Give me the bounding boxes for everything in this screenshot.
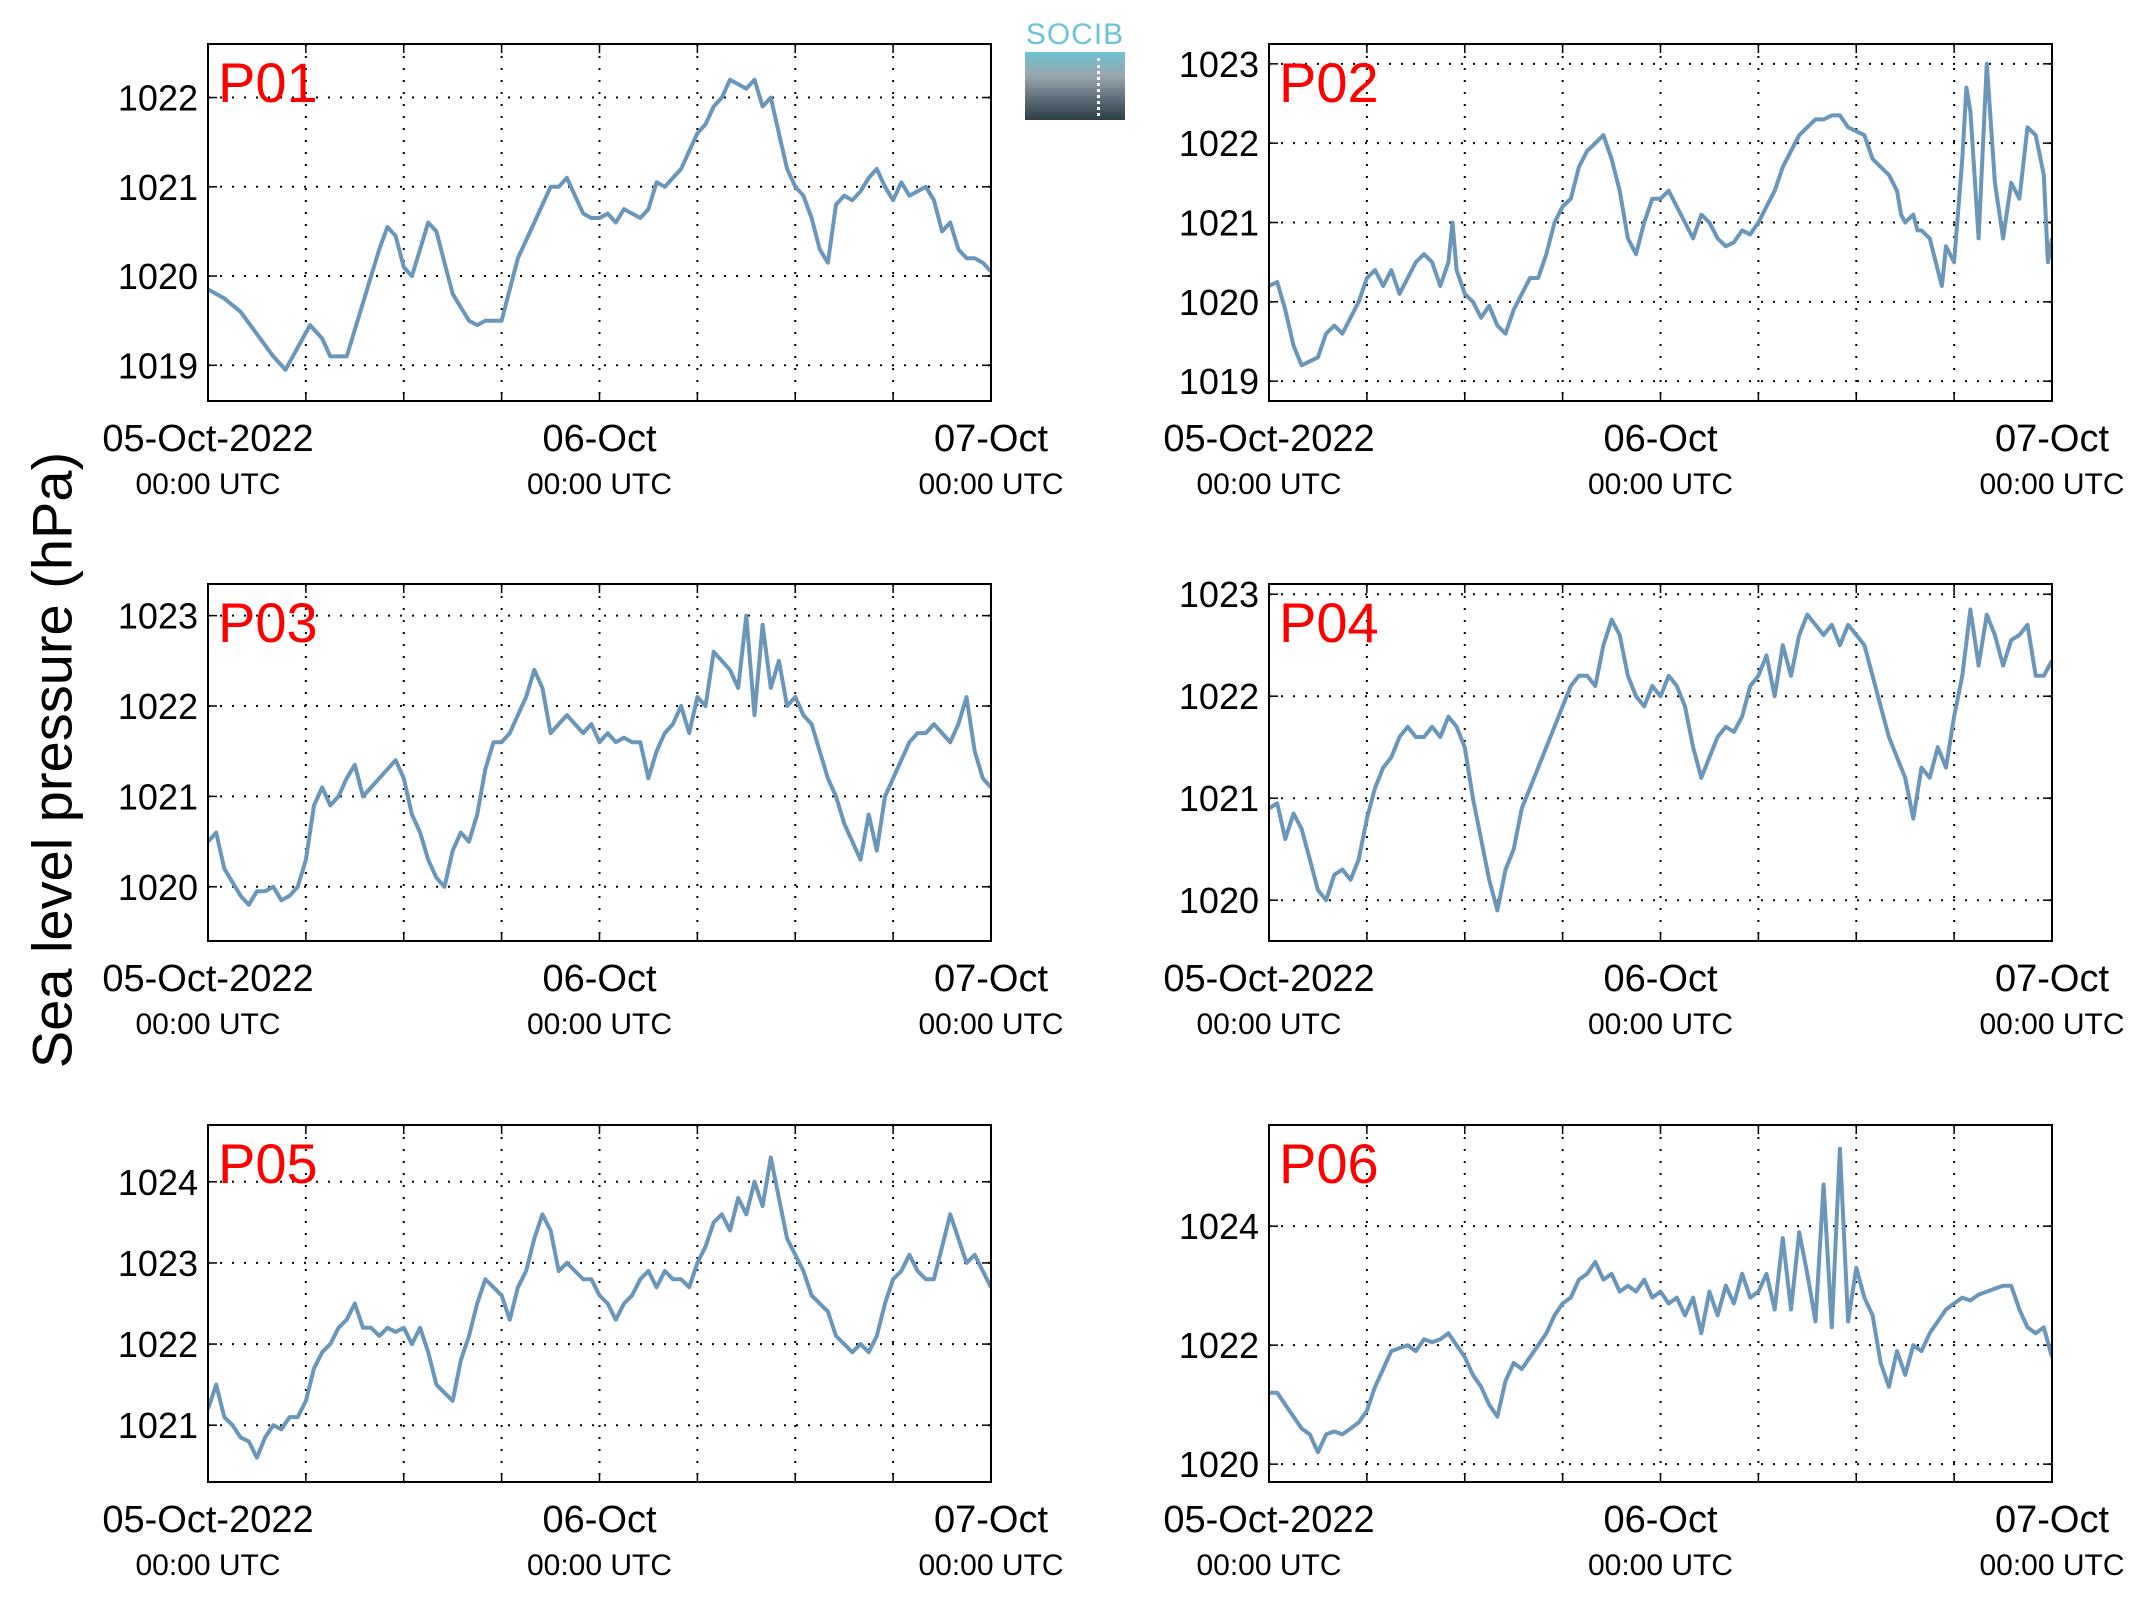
panel-p06: 1020 1022 1024 05-Oct-2022 00:00 UTC 06-Oct 00… — [1163, 1124, 2125, 1582]
y-tick-label: 1019 — [1179, 361, 1259, 402]
y-tick-label: 1023 — [1179, 44, 1259, 85]
y-tick-label: 1022 — [1179, 123, 1259, 164]
x-tick-sublabel: 00:00 UTC — [1588, 1008, 1733, 1041]
y-tick-label: 1023 — [1179, 574, 1259, 615]
y-tick-label: 1020 — [118, 867, 198, 908]
y-tick-label: 1023 — [118, 596, 198, 637]
x-tick-sublabel: 00:00 UTC — [918, 1008, 1063, 1041]
series-line — [1269, 1146, 2052, 1455]
y-tick-label: 1022 — [118, 686, 198, 727]
x-tick-sublabel: 00:00 UTC — [1588, 1549, 1733, 1582]
x-tick-sublabel: 00:00 UTC — [135, 1549, 280, 1582]
logo-dots-icon — [1097, 58, 1100, 116]
panel-p01: 1019 1020 1021 1022 05-Oct-2022 00:00 UTC 06-O… — [102, 43, 1064, 501]
y-tick-label: 1020 — [1179, 880, 1259, 921]
x-tick-label: 06-Oct — [1603, 1499, 1717, 1541]
x-tick-sublabel: 00:00 UTC — [1979, 468, 2124, 501]
y-axis-title-text: Sea level pressure (hPa) — [20, 451, 84, 1069]
panel-p04: 1020 1021 1022 1023 05-Oct-2022 00:00 UTC 06-O… — [1163, 574, 2124, 1041]
plot-frame — [1268, 583, 2053, 942]
x-tick-sublabel: 00:00 UTC — [1588, 468, 1733, 501]
x-tick-label: 07-Oct — [934, 418, 1048, 460]
series-line — [1269, 61, 2052, 368]
y-tick-label: 1021 — [1179, 203, 1259, 244]
x-tick-sublabel: 00:00 UTC — [1979, 1549, 2124, 1582]
y-tick-label: 1022 — [118, 1324, 198, 1365]
y-tick-label: 1019 — [118, 345, 198, 386]
x-tick-label: 05-Oct-2022 — [102, 418, 313, 460]
series-line — [1269, 607, 2052, 913]
x-tick-label: 05-Oct-2022 — [102, 1499, 313, 1541]
x-tick-label: 06-Oct — [542, 1499, 656, 1541]
x-tick-sublabel: 00:00 UTC — [1196, 468, 1341, 501]
x-tick-label: 06-Oct — [542, 958, 656, 1000]
x-tick-sublabel: 00:00 UTC — [1196, 1008, 1341, 1041]
x-tick-sublabel: 00:00 UTC — [918, 468, 1063, 501]
x-tick-label: 07-Oct — [1995, 1499, 2109, 1541]
logo-text: SOCIB — [1025, 18, 1125, 51]
panel-label: P01 — [218, 51, 318, 114]
x-tick-sublabel: 00:00 UTC — [527, 468, 672, 501]
x-tick-sublabel: 00:00 UTC — [527, 1008, 672, 1041]
plot-frame — [207, 1124, 992, 1483]
panel-label: P04 — [1279, 591, 1379, 654]
x-tick-sublabel: 00:00 UTC — [135, 1008, 280, 1041]
y-tick-label: 1023 — [118, 1243, 198, 1284]
x-tick-label: 05-Oct-2022 — [102, 958, 313, 1000]
series-line — [208, 613, 991, 907]
y-tick-label: 1022 — [1179, 1325, 1259, 1366]
y-tick-label: 1020 — [118, 256, 198, 297]
x-tick-label: 07-Oct — [934, 958, 1048, 1000]
x-tick-sublabel: 00:00 UTC — [1979, 1008, 2124, 1041]
y-tick-label: 1020 — [1179, 1444, 1259, 1485]
x-tick-sublabel: 00:00 UTC — [918, 1549, 1063, 1582]
panel-label: P05 — [218, 1132, 318, 1195]
y-tick-label: 1021 — [1179, 778, 1259, 819]
panel-label: P06 — [1279, 1132, 1379, 1195]
panel-label: P02 — [1279, 51, 1379, 114]
panel-p02: 1019 1020 1021 1022 1023 05-Oct-2022 00:00 UTC… — [1163, 43, 2125, 501]
series-line — [208, 77, 991, 372]
y-tick-label: 1024 — [1179, 1206, 1259, 1247]
y-tick-label: 1021 — [118, 776, 198, 817]
x-tick-label: 05-Oct-2022 — [1163, 958, 1374, 1000]
x-tick-label: 05-Oct-2022 — [1163, 418, 1374, 460]
plot-frame — [1268, 43, 2053, 402]
x-tick-sublabel: 00:00 UTC — [527, 1549, 672, 1582]
x-tick-label: 06-Oct — [1603, 418, 1717, 460]
y-tick-label: 1020 — [1179, 282, 1259, 323]
panel-label: P03 — [218, 591, 318, 654]
x-tick-label: 06-Oct — [542, 418, 656, 460]
plot-frame — [207, 583, 992, 942]
plot-frame — [207, 43, 992, 402]
x-tick-label: 07-Oct — [1995, 958, 2109, 1000]
panel-p03: 1020 1021 1022 1023 05-Oct-2022 00:00 UTC 06-O… — [102, 583, 1064, 1041]
series-line — [208, 1155, 991, 1460]
x-tick-label: 05-Oct-2022 — [1163, 1499, 1374, 1541]
panel-p05: 1021 1022 1023 1024 05-Oct-2022 00:00 UTC 06-O… — [102, 1124, 1064, 1582]
y-tick-label: 1022 — [1179, 676, 1259, 717]
plot-frame — [1268, 1124, 2053, 1483]
x-tick-sublabel: 00:00 UTC — [1196, 1549, 1341, 1582]
y-tick-label: 1021 — [118, 167, 198, 208]
logo-wave-icon — [1025, 52, 1125, 120]
y-tick-label: 1021 — [118, 1405, 198, 1446]
x-tick-label: 06-Oct — [1603, 958, 1717, 1000]
x-tick-sublabel: 00:00 UTC — [135, 468, 280, 501]
x-tick-label: 07-Oct — [934, 1499, 1048, 1541]
x-tick-label: 07-Oct — [1995, 418, 2109, 460]
y-tick-label: 1024 — [118, 1162, 198, 1203]
y-tick-label: 1022 — [118, 78, 198, 119]
socib-logo: SOCIB — [1025, 18, 1125, 120]
